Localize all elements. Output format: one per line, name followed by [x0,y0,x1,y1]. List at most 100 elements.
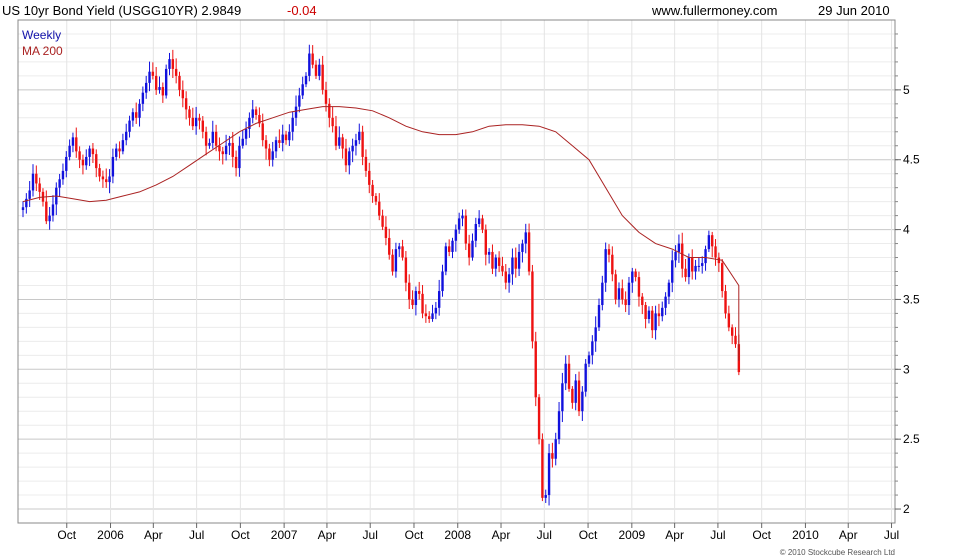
candle-body [61,170,65,180]
candle-body [95,154,98,169]
candle-body [477,218,481,224]
candle-body [641,296,644,306]
candle-body [684,268,687,278]
candle-body [328,103,331,118]
candle-body [408,282,411,300]
candle-body [274,140,278,152]
candle-body [467,243,471,258]
candle-body [368,170,371,185]
candle-body [88,148,91,157]
candle-body [211,131,214,143]
y-tick-label: 4.5 [903,153,920,167]
candle-body [208,142,211,146]
candle-body [221,151,224,155]
candle-body [48,215,51,222]
candle-body [667,282,671,297]
candle-body [487,251,491,255]
candle-body [687,257,691,278]
chart-header: US 10yr Bond Yield (USGG10YR) 2.9849 -0.… [0,0,980,20]
candle-body [694,265,697,272]
candle-body [231,142,234,157]
x-tick-label: Oct [405,528,424,542]
candle-body [521,243,524,252]
candle-body [311,53,314,65]
candle-body [581,391,584,412]
candle-body [418,291,421,294]
candle-body [677,243,681,252]
x-tick-label: 2006 [97,528,124,542]
candle-body [457,218,461,230]
candle-body [381,215,384,227]
candle-body [28,190,31,199]
candle-body [65,156,68,171]
y-tick-label: 3 [903,362,910,376]
candle-body [451,240,454,252]
weekly-candles [21,44,741,506]
candle-body [424,313,428,317]
candle-body [261,123,264,141]
candle-body [138,103,141,118]
candle-body [128,120,131,132]
candle-body [91,148,95,155]
candle-body [224,145,228,155]
y-tick-label: 4 [903,223,910,237]
candle-body [604,249,607,283]
candle-body [294,106,298,118]
candle-body [125,131,128,141]
candle-body [537,397,541,440]
candle-body [601,282,604,306]
candle-body [501,265,504,272]
x-tick-label: Oct [231,528,250,542]
candle-body [704,249,707,264]
candle-body [444,246,448,272]
candle-body [384,226,388,238]
price-change: -0.04 [287,3,317,18]
candle-body [557,411,561,440]
candle-body [714,246,717,258]
candle-body [654,313,657,331]
candle-body [71,137,75,146]
candle-body [471,240,474,258]
candle-body [244,128,248,139]
candle-body [401,246,404,258]
candle-body [194,117,198,127]
candle-body [321,64,324,90]
candle-body [361,131,364,157]
candle-body [394,249,398,272]
candle-body [214,131,218,146]
candle-body [567,363,571,389]
x-tick-label: Jul [363,528,378,542]
candle-body [354,140,358,146]
candle-body [144,82,148,93]
candle-body [45,201,48,222]
candle-body [544,495,547,498]
candle-body [574,380,577,403]
candle-body [111,156,115,177]
candle-body [344,148,348,166]
candle-body [98,168,101,177]
candle-body [474,223,478,241]
candle-body [364,156,368,171]
candle-body [154,75,158,90]
candle-body [674,251,677,261]
candle-body [271,151,274,160]
legend-ma-200: MA 200 [22,44,63,58]
candle-body [734,335,737,345]
candle-body [178,75,181,90]
candle-body [664,296,667,308]
candle-body [697,265,701,267]
candle-body [647,310,651,320]
candle-body [454,229,458,241]
candle-body [348,151,351,166]
candle-body [324,89,328,104]
candle-body [81,159,85,166]
candle-body [527,232,531,272]
candle-body [534,341,537,398]
candle-body [504,271,507,283]
candle-body [577,380,581,412]
candle-body [671,260,674,283]
candle-body [218,145,221,152]
candle-body [78,151,81,160]
candle-body [431,313,434,320]
